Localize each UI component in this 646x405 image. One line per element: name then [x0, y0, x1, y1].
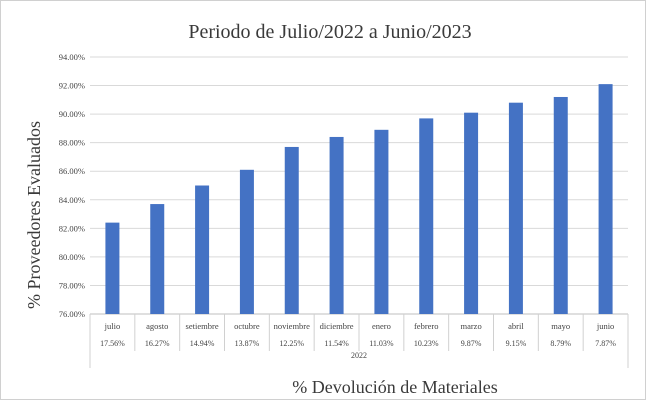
- y-tick-label: 76.00%: [59, 309, 85, 319]
- bar: [105, 222, 120, 314]
- y-tick-label: 80.00%: [59, 252, 85, 262]
- y-tick-label: 94.00%: [59, 52, 85, 62]
- bar: [150, 204, 165, 314]
- x-subcategory-label: 7.87%: [595, 339, 616, 348]
- x-subcategory-label: 8.79%: [550, 339, 571, 348]
- bar: [284, 146, 299, 314]
- y-axis-title: % Proveedores Evaluados: [24, 121, 44, 309]
- y-tick-label: 84.00%: [59, 195, 85, 205]
- x-category-label: noviembre: [274, 321, 311, 331]
- bar: [195, 185, 210, 314]
- x-subcategory-label: 11.54%: [324, 339, 349, 348]
- x-subcategory-label: 13.87%: [235, 339, 260, 348]
- x-axis-categories: julio 17.56% agosto 16.27% setiembre 14.94% oc…: [89, 314, 629, 368]
- y-tick-label: 92.00%: [59, 81, 85, 91]
- x-category-label: setiembre: [186, 321, 219, 331]
- x-subcategory-label: 11.03%: [369, 339, 394, 348]
- y-tick-label: 78.00%: [59, 280, 85, 290]
- x-category-label: mayo: [551, 321, 570, 331]
- bar: [553, 96, 568, 314]
- x-category-label: julio: [104, 321, 121, 331]
- y-axis-ticks: 76.00% 78.00% 80.00% 82.00% 84.00% 86.00% 88.0…: [59, 52, 85, 319]
- bar: [598, 84, 613, 314]
- x-subcategory-label: 9.87%: [461, 339, 482, 348]
- y-tick-label: 86.00%: [59, 166, 85, 176]
- chart-title: Periodo de Julio/2022 a Junio/2023: [188, 21, 471, 43]
- x-axis-title: % Devolución de Materiales: [292, 377, 497, 397]
- x-category-label: abril: [508, 321, 524, 331]
- y-tick-label: 90.00%: [59, 109, 85, 119]
- x-category-label: febrero: [414, 321, 439, 331]
- bars: [105, 84, 613, 315]
- x-category-label: agosto: [146, 321, 168, 331]
- bar: [374, 129, 389, 314]
- x-subcategory-label: 10.23%: [414, 339, 439, 348]
- x-subcategory-label: 17.56%: [100, 339, 125, 348]
- x-category-label: marzo: [460, 321, 481, 331]
- x-category-label: diciembre: [320, 321, 354, 331]
- x-category-label: junio: [596, 321, 614, 331]
- bar: [329, 136, 344, 314]
- x-subcategory-label: 9.15%: [506, 339, 527, 348]
- y-tick-label: 82.00%: [59, 223, 85, 233]
- x-subcategory-label: 12.25%: [279, 339, 304, 348]
- y-tick-label: 88.00%: [59, 138, 85, 148]
- bar: [239, 169, 254, 314]
- x-category-label: octubre: [234, 321, 260, 331]
- bar: [508, 102, 523, 314]
- x-subcategory-label: 16.27%: [145, 339, 170, 348]
- bar: [464, 112, 479, 314]
- x-group-label: 2022: [351, 351, 367, 360]
- x-category-label: enero: [372, 321, 391, 331]
- x-subcategory-label: 14.94%: [190, 339, 215, 348]
- bar: [419, 118, 434, 315]
